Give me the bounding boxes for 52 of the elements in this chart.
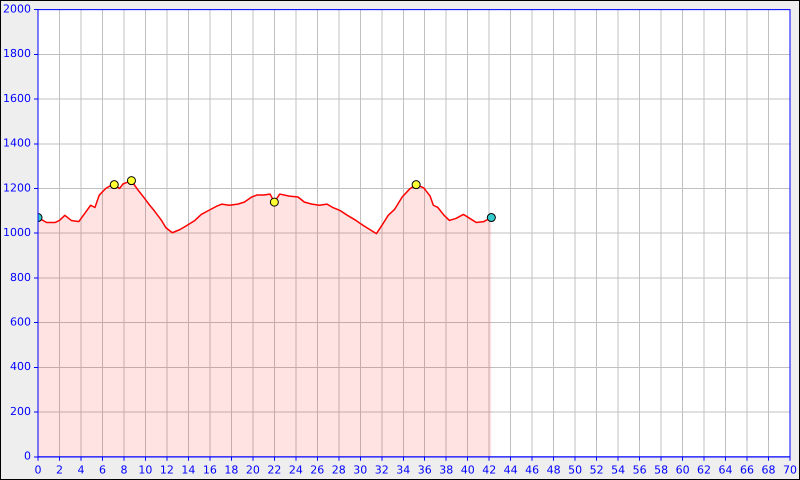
y-tick-label: 0 <box>24 450 31 463</box>
y-tick-label: 1800 <box>2 47 31 60</box>
x-tick-label: 28 <box>332 463 346 476</box>
x-tick-label: 26 <box>310 463 324 476</box>
x-tick-label: 34 <box>396 463 410 476</box>
x-tick-label: 56 <box>632 463 647 476</box>
x-tick-label: 30 <box>353 463 368 476</box>
x-tick-label: 48 <box>546 463 561 476</box>
y-tick-label: 600 <box>10 316 31 328</box>
x-tick-label: 32 <box>374 463 389 476</box>
x-tick-label: 6 <box>98 463 106 476</box>
x-tick-label: 38 <box>439 463 454 476</box>
x-tick-label: 10 <box>138 463 152 476</box>
point <box>486 213 496 222</box>
x-tick-label: 12 <box>160 463 174 476</box>
x-tick-label: 36 <box>418 463 432 476</box>
x-tick-label: 58 <box>654 463 668 476</box>
point <box>412 180 421 190</box>
point <box>270 198 279 207</box>
x-tick-label: 70 <box>783 463 797 476</box>
y-tick-label: 800 <box>10 270 31 284</box>
x-tick-label: 68 <box>762 463 776 476</box>
x-tick-label: 52 <box>590 463 604 476</box>
x-tick-label: 16 <box>202 463 217 476</box>
x-tick-label: 8 <box>120 463 128 476</box>
x-tick-label: 2 <box>56 463 63 476</box>
y-tick-label: 1000 <box>2 226 31 240</box>
x-tick-label: 22 <box>267 463 282 476</box>
y-tick-label: 1400 <box>2 136 31 150</box>
x-tick-label: 18 <box>224 463 238 476</box>
x-tick-label: 44 <box>504 463 518 476</box>
x-tick-label: 14 <box>181 463 196 476</box>
x-tick-label: 4 <box>77 463 84 476</box>
x-tick-label: 24 <box>288 463 303 476</box>
x-tick-label: 62 <box>697 463 712 476</box>
x-tick-label: 64 <box>718 463 733 476</box>
y-tick-label: 1600 <box>2 92 31 105</box>
y-tick-label: 200 <box>10 404 31 418</box>
x-tick-label: 54 <box>611 463 626 476</box>
x-tick-label: 20 <box>246 463 260 476</box>
x-tick-label: 50 <box>568 463 582 476</box>
y-tick-label: 1200 <box>2 181 31 194</box>
y-tick-label: 400 <box>10 360 31 374</box>
point <box>126 176 136 186</box>
point <box>110 180 119 190</box>
x-tick-label: 42 <box>482 463 496 476</box>
x-tick-label: 0 <box>34 463 42 476</box>
x-tick-label: 40 <box>460 463 475 476</box>
y-tick-label: 2000 <box>2 2 31 16</box>
x-tick-label: 60 <box>676 463 690 476</box>
x-tick-label: 46 <box>525 463 540 476</box>
x-tick-label: 66 <box>740 463 754 476</box>
